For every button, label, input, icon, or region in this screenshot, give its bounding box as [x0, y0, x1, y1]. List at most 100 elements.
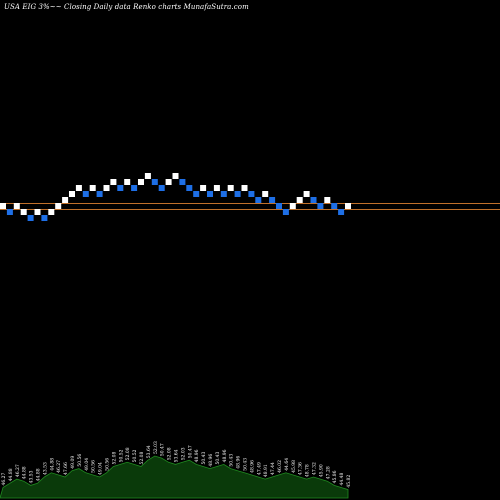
price-label: 49.04: [98, 462, 104, 475]
chart-title: USA EIG 3%~~ Closing Daily data Renko ch…: [4, 3, 249, 11]
down-brick: [131, 185, 138, 191]
price-label: 45.82: [346, 475, 352, 488]
price-labels: 46.27 44.88 46.27 44.88 43.53 44.88 43.53 44.88…: [1, 441, 352, 488]
price-label: 48.96: [249, 460, 255, 473]
price-label: 52.08: [125, 447, 131, 460]
price-label: 44.88: [36, 468, 42, 481]
down-brick: [151, 179, 158, 185]
up-brick: [75, 185, 82, 191]
up-brick: [0, 203, 6, 209]
up-brick: [138, 179, 144, 185]
up-brick: [262, 191, 269, 197]
price-label: 52.03: [180, 447, 186, 460]
price-label: 46.27: [1, 472, 7, 485]
price-label: 43.53: [29, 470, 35, 483]
price-label: 46.27: [56, 460, 62, 473]
up-brick: [241, 185, 248, 191]
down-brick: [179, 179, 186, 185]
price-label: 50.47: [187, 445, 193, 458]
price-label: 52.08: [167, 447, 173, 460]
down-brick: [193, 191, 200, 197]
up-brick: [227, 185, 234, 191]
up-brick: [34, 209, 41, 215]
volume-area: [0, 455, 349, 499]
down-brick: [310, 197, 317, 203]
price-label: 52.03: [153, 441, 159, 454]
down-brick: [41, 215, 48, 221]
price-label: 43.53: [42, 462, 48, 475]
price-label: 44.88: [22, 466, 28, 479]
reference-lines: [0, 203, 500, 210]
down-brick: [269, 197, 276, 203]
price-label: 44.88: [8, 468, 14, 481]
down-brick: [255, 197, 262, 203]
price-label: 47.32: [312, 462, 318, 475]
volume-area-path: [0, 455, 349, 499]
renko-bricks: [0, 173, 351, 221]
price-label: 44.48: [339, 472, 345, 485]
down-brick: [276, 203, 282, 209]
up-brick: [110, 179, 117, 185]
up-brick: [345, 203, 351, 209]
down-brick: [207, 191, 213, 197]
up-brick: [69, 191, 75, 197]
up-brick: [324, 197, 331, 203]
down-brick: [186, 185, 193, 191]
price-label: 50.56: [91, 460, 97, 473]
price-label: 53.64: [174, 449, 180, 462]
price-label: 47.49: [256, 462, 262, 475]
price-label: 45.98: [291, 460, 297, 473]
up-brick: [103, 185, 110, 191]
down-brick: [27, 215, 34, 221]
price-label: 49.09: [70, 456, 76, 469]
down-brick: [331, 203, 338, 209]
price-label: 48.91: [263, 464, 269, 477]
price-label: 46.02: [277, 460, 283, 473]
price-label: 50.52: [118, 449, 124, 462]
price-label: 50.43: [243, 458, 249, 471]
price-label: 50.47: [160, 443, 166, 456]
down-brick: [82, 191, 89, 197]
down-brick: [6, 209, 13, 215]
price-label: 48.96: [194, 449, 200, 462]
up-brick: [48, 209, 55, 215]
price-label: 50.56: [77, 454, 83, 467]
price-label: 47.66: [63, 462, 69, 475]
up-brick: [20, 209, 27, 215]
down-brick: [234, 191, 241, 197]
down-brick: [317, 203, 324, 209]
up-brick: [165, 179, 172, 185]
price-label: 45.90: [318, 464, 324, 477]
up-brick: [89, 185, 96, 191]
up-brick: [124, 179, 131, 185]
price-label: 48.96: [208, 454, 214, 467]
price-label: 49.04: [84, 458, 90, 471]
price-label: 48.96: [236, 456, 242, 469]
up-brick: [62, 197, 69, 203]
price-label: 50.43: [229, 454, 235, 467]
up-brick: [13, 203, 20, 209]
up-brick: [144, 173, 151, 179]
down-brick: [117, 185, 124, 191]
up-brick: [213, 185, 220, 191]
price-label: 48.78: [305, 464, 311, 477]
up-brick: [172, 173, 179, 179]
price-label: 50.43: [201, 451, 207, 464]
up-brick: [55, 203, 62, 209]
price-label: 50.52: [132, 449, 138, 462]
up-brick: [303, 191, 310, 197]
down-brick: [282, 209, 289, 215]
price-label: 52.08: [111, 451, 117, 464]
price-label: 44.64: [284, 458, 290, 471]
price-label: 47.28: [325, 466, 331, 479]
down-brick: [96, 191, 103, 197]
price-label: 44.88: [49, 458, 55, 471]
price-label: 45.86: [332, 470, 338, 483]
price-label: 53.64: [146, 445, 152, 458]
price-label: 47.36: [298, 462, 304, 475]
down-brick: [248, 191, 255, 197]
price-label: 52.08: [139, 451, 145, 464]
price-label: 47.44: [270, 462, 276, 475]
up-brick: [289, 203, 296, 209]
